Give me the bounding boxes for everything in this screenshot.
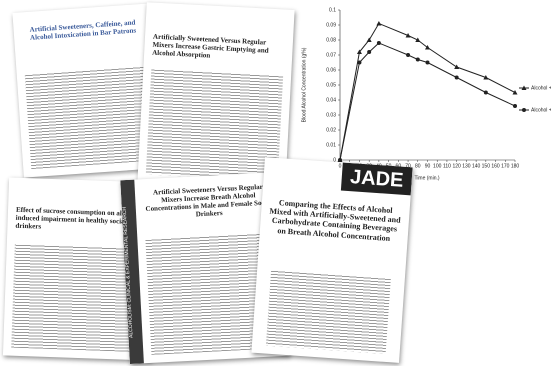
marker <box>406 53 410 57</box>
y-tick-label: 0.03 <box>326 112 336 118</box>
y-tick-label: 0.01 <box>326 142 336 148</box>
x-tick-label: 80 <box>415 163 421 169</box>
y-tick-label: 0.08 <box>326 37 336 43</box>
y-tick-label: 0.04 <box>326 97 336 103</box>
x-tick-label: 110 <box>443 163 451 169</box>
y-tick-label: 0.06 <box>326 67 336 73</box>
paper-title: Comparing the Effects of Alcohol Mixed w… <box>260 197 410 244</box>
marker <box>454 65 459 70</box>
series-line <box>340 24 515 161</box>
y-tick-label: 0.02 <box>326 127 336 133</box>
marker <box>484 91 488 95</box>
x-tick-label: 140 <box>472 163 481 169</box>
x-tick-label: 30 <box>366 163 372 169</box>
y-tick-label: 0.1 <box>329 7 336 13</box>
marker <box>426 61 430 65</box>
marker <box>455 76 459 80</box>
marker <box>338 158 342 162</box>
marker <box>513 90 518 95</box>
marker <box>513 104 517 108</box>
marker <box>367 50 371 54</box>
page: Artificial Sweeteners, Caffeine, and Alc… <box>0 0 551 366</box>
legend-label: Alcohol + Diet Drink <box>531 85 551 91</box>
marker <box>416 58 420 62</box>
x-axis-label: Time (min.) <box>414 175 439 181</box>
x-tick-label: 150 <box>482 163 491 169</box>
marker <box>522 108 526 112</box>
x-tick-label: 100 <box>433 163 442 169</box>
x-tick-label: 130 <box>462 163 471 169</box>
paper-title: Artificially Sweetened Versus Regular Mi… <box>144 32 293 64</box>
y-tick-label: 0 <box>333 157 336 163</box>
x-tick-label: 0 <box>339 163 342 169</box>
x-tick-label: 10 <box>347 163 353 169</box>
x-tick-label: 160 <box>491 163 500 169</box>
x-tick-label: 90 <box>425 163 431 169</box>
x-tick-label: 170 <box>501 163 510 169</box>
y-tick-label: 0.05 <box>326 82 336 88</box>
y-tick-label: 0.07 <box>326 52 336 58</box>
y-axis-label: Blood Alcohol Concentration (g%) <box>301 47 307 122</box>
x-tick-label: 40 <box>376 163 382 169</box>
x-tick-label: 50 <box>386 163 392 169</box>
paper-title: Artificial Sweeteners, Caffeine, and Alc… <box>13 17 152 43</box>
marker <box>357 61 361 65</box>
marker <box>377 41 381 45</box>
x-tick-label: 20 <box>357 163 363 169</box>
marker <box>415 38 420 43</box>
marker <box>367 38 372 43</box>
x-tick-label: 180 <box>511 163 520 169</box>
x-tick-label: 120 <box>452 163 461 169</box>
legend-label: Alcohol + Regular Drink <box>531 107 551 113</box>
x-tick-label: 60 <box>396 163 402 169</box>
x-tick-label: 70 <box>405 163 411 169</box>
chart: Blood Alcohol Concentration (g%) Time (m… <box>300 0 551 190</box>
marker <box>376 21 381 26</box>
y-tick-label: 0.09 <box>326 22 336 28</box>
